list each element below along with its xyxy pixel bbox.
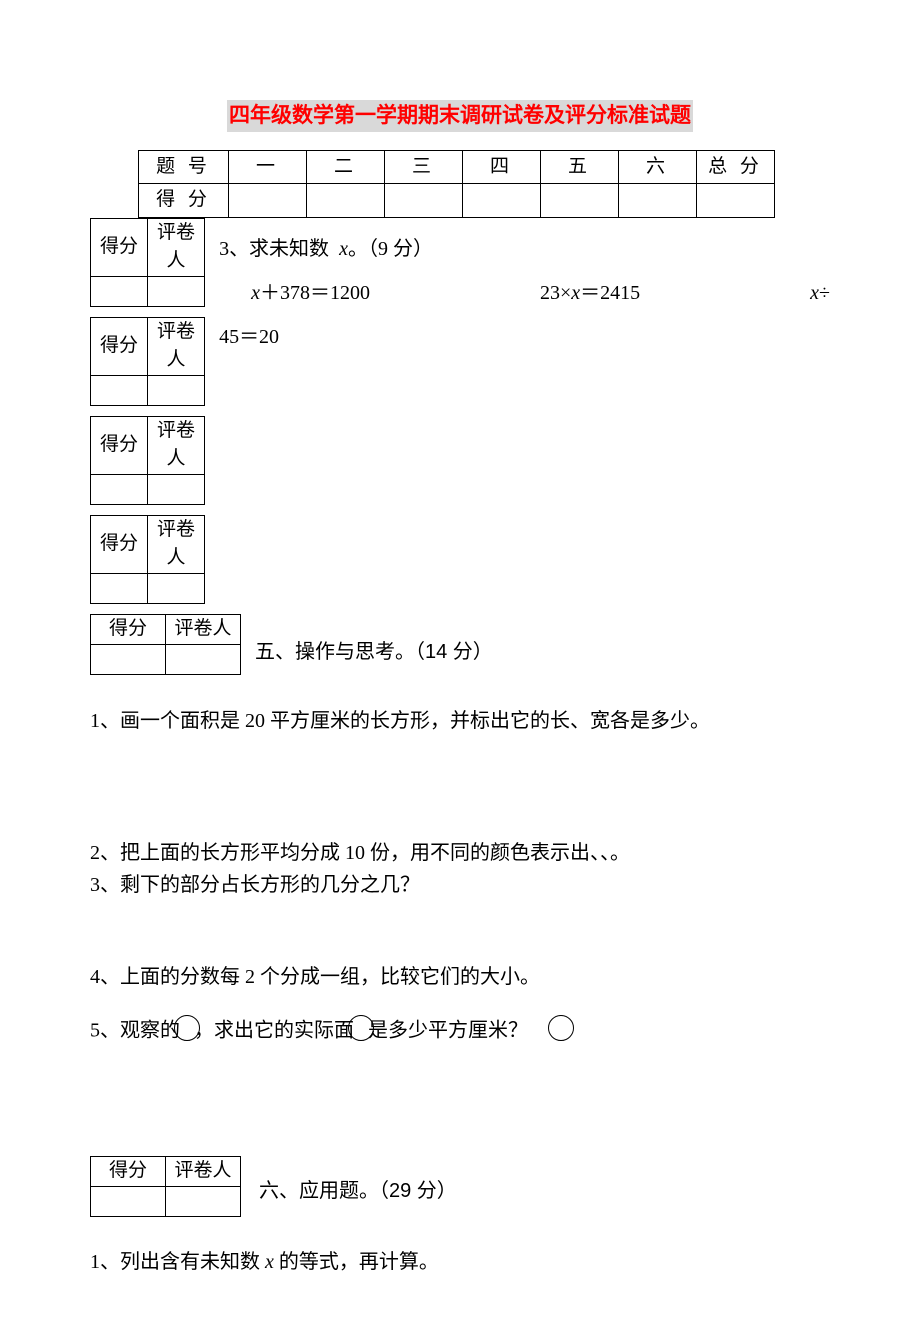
table-row: 题 号 一 二 三 四 五 六 总 分	[139, 150, 775, 184]
score-cell	[541, 184, 619, 218]
grader-label: 评卷人	[148, 416, 205, 474]
eq3-part1: x÷	[810, 282, 830, 304]
score-cell	[463, 184, 541, 218]
col-header: 六	[619, 150, 697, 184]
page-title: 四年级数学第一学期期末调研试卷及评分标准试题	[227, 100, 693, 132]
grader-label: 得分	[91, 416, 148, 474]
grader-label: 评卷人	[148, 317, 205, 375]
col-header: 三	[385, 150, 463, 184]
score-cell	[229, 184, 307, 218]
grader-label: 评卷人	[166, 1156, 241, 1186]
section5-heading: 五、操作与思考。（14 分）	[255, 621, 493, 667]
stacked-side-tables: 得分评卷人 得分评卷人 得分评卷人 得分评卷人	[90, 218, 219, 614]
eq2: 23×x＝2415	[540, 282, 640, 304]
s5-q5-a: 5、观察的	[90, 1019, 180, 1041]
title-container: 四年级数学第一学期期末调研试卷及评分标准试题	[90, 100, 830, 132]
section6-row: 得分评卷人 六、应用题。（29 分）	[90, 1156, 830, 1217]
col-header: 二	[307, 150, 385, 184]
grader-cell	[91, 276, 148, 306]
col-header: 一	[229, 150, 307, 184]
score-cell	[619, 184, 697, 218]
grader-cell	[91, 573, 148, 603]
s5-q5-c: 是多少平方厘米？	[368, 1019, 528, 1041]
col-header: 五	[541, 150, 619, 184]
grader-box: 得分评卷人	[90, 1156, 241, 1217]
eq3-part2: 45＝20	[219, 318, 830, 356]
row-label: 得 分	[139, 184, 229, 218]
s5-q1: 1、画一个面积是 20 平方厘米的长方形，并标出它的长、宽各是多少。	[90, 705, 830, 737]
grader-box: 得分评卷人	[90, 614, 241, 675]
section5-body: 1、画一个面积是 20 平方厘米的长方形，并标出它的长、宽各是多少。 2、把上面…	[90, 705, 830, 1046]
grader-cell	[148, 573, 205, 603]
grader-cell	[148, 474, 205, 504]
q3-label: 3、求未知数	[219, 238, 329, 260]
section6-heading: 六、应用题。（29 分）	[259, 1166, 457, 1206]
grader-cell	[91, 375, 148, 405]
col-header: 总 分	[697, 150, 775, 184]
s6-q1-b: 的等式，再计算。	[274, 1251, 439, 1273]
question-3: 3、求未知数 x。（9 分） x＋378＝1200 23×x＝2415 x÷ 4…	[219, 218, 830, 356]
grader-label: 得分	[91, 1156, 166, 1186]
s5-q4: 4、上面的分数每 2 个分成一组，比较它们的大小。	[90, 961, 830, 993]
q3-row: 得分评卷人 得分评卷人 得分评卷人 得分评卷人 3、求未知数 x。（9 分）	[90, 218, 830, 614]
s5-q5-b: ，求出它的实际面	[194, 1019, 354, 1041]
row-label: 题 号	[139, 150, 229, 184]
grader-cell	[91, 474, 148, 504]
grader-label: 评卷人	[148, 218, 205, 276]
grader-cell	[91, 1186, 166, 1216]
grader-box: 得分评卷人	[90, 317, 205, 406]
grader-cell	[91, 644, 166, 674]
score-cell	[385, 184, 463, 218]
s5-q3: 3、剩下的部分占长方形的几分之几？	[90, 869, 830, 901]
s5-q2: 2、把上面的长方形平均分成 10 份，用不同的颜色表示出、、。	[90, 837, 830, 869]
grader-cell	[166, 1186, 241, 1216]
s5-q5: 5、观察的 ，求出它的实际面是多少平方厘米？	[90, 1013, 830, 1046]
grader-cell	[166, 644, 241, 674]
q3-equations: x＋378＝1200 23×x＝2415 x÷	[219, 274, 830, 312]
s6-q1-var: x	[265, 1251, 274, 1273]
grader-box: 得分评卷人	[90, 515, 205, 604]
score-cell	[697, 184, 775, 218]
grader-label: 得分	[91, 515, 148, 573]
grader-box: 得分评卷人	[90, 416, 205, 505]
score-cell	[307, 184, 385, 218]
side-tables-area: 得分评卷人 得分评卷人 得分评卷人 得分评卷人 3、求未知数 x。（9 分）	[90, 218, 830, 675]
grader-label: 得分	[91, 218, 148, 276]
s6-q1-a: 1、列出含有未知数	[90, 1251, 265, 1273]
grader-label: 得分	[91, 614, 166, 644]
grader-label: 得分	[91, 317, 148, 375]
s6-q1: 1、列出含有未知数 x 的等式，再计算。	[90, 1247, 830, 1277]
circle-icon	[548, 1015, 574, 1041]
col-header: 四	[463, 150, 541, 184]
q3-title: 3、求未知数 x。（9 分）	[219, 230, 830, 268]
circle-icon	[348, 1015, 374, 1041]
grader-box: 得分评卷人	[90, 218, 205, 307]
section5-row: 得分评卷人 五、操作与思考。（14 分）	[90, 614, 830, 675]
grader-label: 评卷人	[166, 614, 241, 644]
q3-var: x	[334, 238, 348, 260]
table-row: 得 分	[139, 184, 775, 218]
grader-cell	[148, 375, 205, 405]
score-summary-table: 题 号 一 二 三 四 五 六 总 分 得 分	[138, 150, 775, 218]
eq1: x＋378＝1200	[251, 282, 370, 304]
grader-label: 评卷人	[148, 515, 205, 573]
section6-body: 1、列出含有未知数 x 的等式，再计算。	[90, 1247, 830, 1277]
grader-cell	[148, 276, 205, 306]
circle-icon	[174, 1015, 200, 1041]
q3-suffix: 。（9 分）	[348, 238, 433, 260]
